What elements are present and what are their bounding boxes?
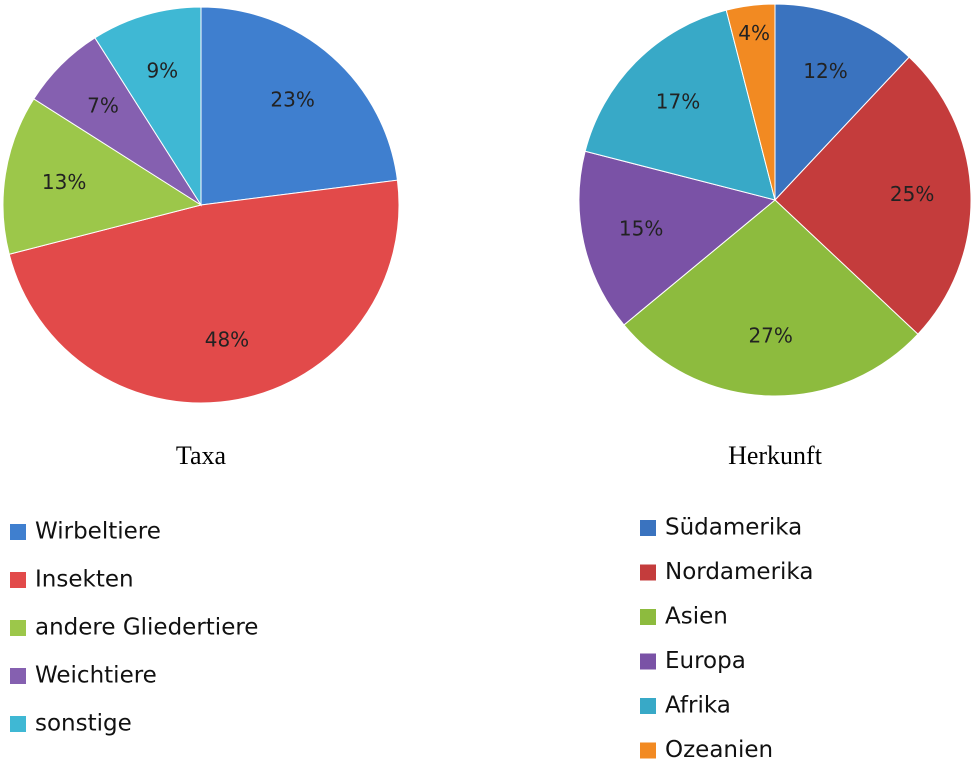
legend-swatch — [640, 653, 656, 670]
legend-swatch — [640, 698, 656, 714]
pie-slice — [584, 9, 776, 201]
legend-swatch — [640, 609, 656, 625]
legend-swatch — [640, 520, 656, 536]
data-label: 13% — [42, 170, 86, 194]
chart-title: Herkunft — [728, 441, 823, 470]
data-label: 17% — [656, 89, 700, 113]
data-label: 15% — [619, 216, 663, 240]
pie-slice — [94, 6, 202, 207]
pie-slice — [623, 199, 919, 397]
legend-label: Europa — [665, 648, 746, 674]
legend-swatch — [10, 716, 26, 732]
data-label: 7% — [87, 93, 119, 117]
data-label: 23% — [270, 88, 314, 112]
data-label: 25% — [890, 182, 934, 206]
pie-slice — [774, 56, 972, 335]
legend-label: Asien — [665, 604, 728, 630]
pie-slice — [200, 6, 398, 206]
legend-swatch — [10, 524, 26, 540]
data-label: 9% — [146, 58, 178, 82]
legend-label: Südamerika — [665, 515, 802, 541]
data-label: 12% — [803, 59, 847, 83]
legend-swatch — [10, 620, 26, 636]
legend-swatch — [10, 668, 26, 684]
legend-swatch — [10, 572, 26, 588]
pie-slice — [2, 98, 203, 255]
pie-slice — [8, 179, 400, 404]
legend-label: Ozeanien — [665, 737, 773, 763]
data-label: 4% — [738, 21, 770, 45]
data-label: 48% — [205, 328, 249, 352]
legend-label: Nordamerika — [665, 559, 813, 585]
legend-swatch — [640, 742, 656, 759]
legend-swatch — [640, 564, 656, 581]
pie-slice — [774, 3, 910, 202]
chart-title: Taxa — [176, 441, 227, 470]
legend-label: Insekten — [35, 567, 134, 593]
data-label: 27% — [748, 324, 792, 348]
legend-label: sonstige — [35, 711, 132, 737]
legend-label: andere Gliedertiere — [35, 615, 258, 641]
pie-slice — [725, 3, 776, 201]
legend-label: Afrika — [665, 693, 731, 719]
legend-label: Wirbeltiere — [35, 519, 161, 545]
pie-slice — [578, 150, 777, 326]
legend-label: Weichtiere — [35, 663, 157, 689]
